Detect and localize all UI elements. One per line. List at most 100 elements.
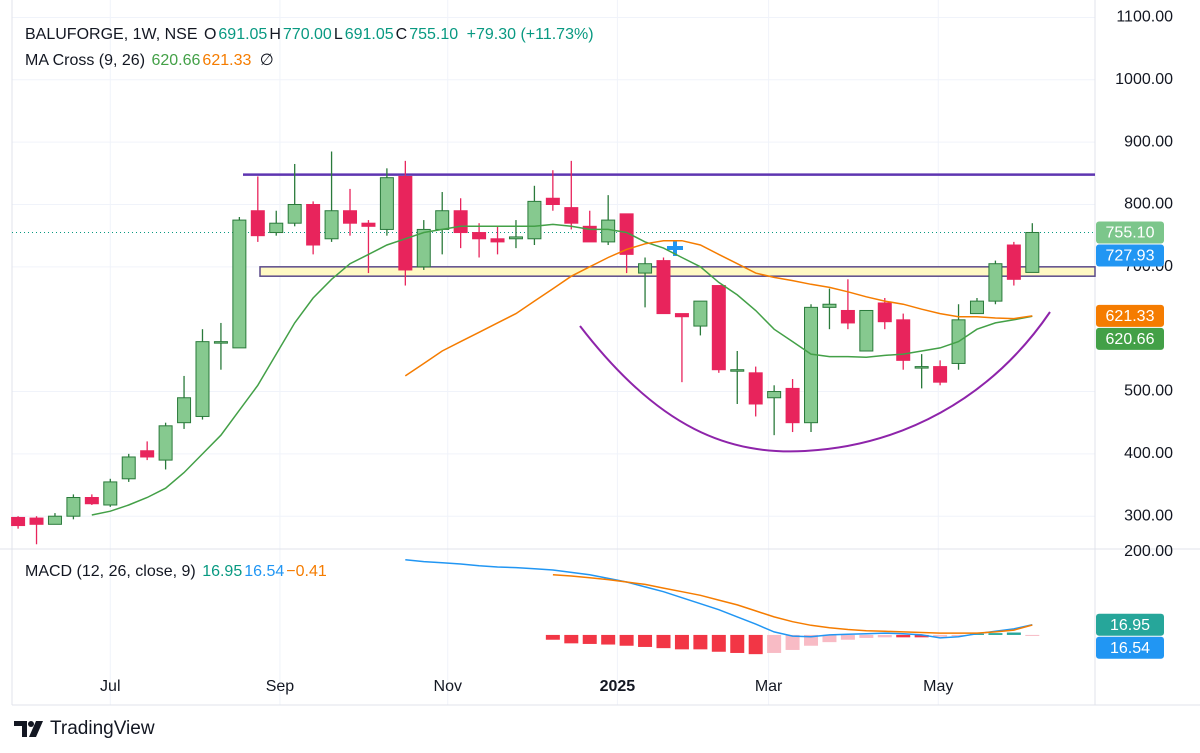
histogram-bar (693, 634, 708, 650)
y-tick-label: 1000.00 (1115, 71, 1173, 88)
candle-body (343, 210, 358, 224)
histogram-bar (711, 634, 726, 652)
candle-body (619, 213, 634, 255)
candle-body (250, 210, 265, 237)
price-box (1096, 221, 1164, 244)
candle-body (490, 238, 505, 243)
candle-body (804, 306, 819, 424)
x-tick-label: Jul (100, 678, 120, 695)
x-tick-label: 2025 (600, 678, 636, 695)
y-tick-label: 200.00 (1124, 543, 1173, 560)
ohlc-key: H (269, 26, 281, 43)
price-box-label: 620.66 (1106, 331, 1155, 348)
histogram-bar (1025, 634, 1040, 636)
macd-value: −0.41 (286, 563, 327, 580)
indicator-symbol: ∅ (259, 52, 274, 69)
candle-body (66, 497, 81, 517)
histogram-bar (1006, 632, 1021, 635)
candle-body (195, 341, 210, 417)
price-box (1096, 613, 1164, 636)
ma-legend: MA Cross (9, 26) 620.66 621.33 ∅ (25, 50, 276, 70)
candle-body (324, 210, 339, 240)
candle-body (933, 366, 948, 383)
x-tick-label: Mar (755, 678, 783, 695)
histogram-bar (859, 634, 874, 638)
y-tick-label: 900.00 (1124, 133, 1173, 150)
change: +79.30 (+11.73%) (466, 26, 594, 43)
candle-body (287, 203, 302, 224)
candle-body (232, 219, 247, 349)
candle-body (508, 236, 523, 240)
candle-body (435, 210, 450, 230)
ohlc-key: C (395, 26, 408, 43)
grid (12, 0, 1095, 705)
macd-value: 16.95 (202, 563, 243, 580)
histogram-bar (933, 634, 948, 637)
candle-body (969, 300, 984, 315)
price-box-label: 16.95 (1110, 617, 1150, 634)
candle-body (711, 285, 726, 371)
candle-body (877, 302, 892, 323)
histogram-bar (582, 634, 597, 644)
brand: TradingView (50, 718, 155, 739)
ohlc-value: 691.05 (218, 26, 268, 43)
candle-body (748, 372, 763, 405)
y-tick-label: 800.00 (1124, 196, 1173, 213)
candle-body (103, 481, 118, 506)
ma-value: 621.33 (202, 52, 252, 69)
candle-body (656, 260, 671, 315)
ma-line (404, 239, 1033, 377)
macd-line (405, 559, 1033, 639)
symbol: BALUFORGE, 1W, NSE (25, 26, 198, 43)
price-box-label: 16.54 (1110, 640, 1150, 657)
candle-body (453, 210, 468, 234)
histogram-bar (804, 634, 819, 646)
histogram-bar (877, 634, 892, 638)
candle-body (859, 309, 874, 352)
histogram-bar (914, 634, 929, 638)
macd-values: 16.95 16.54 −0.41 (202, 563, 329, 580)
ohlc-key: O (203, 26, 217, 43)
histogram-bar (785, 634, 800, 650)
candle-body (361, 222, 376, 227)
candle-body (29, 517, 44, 525)
cup-arc (579, 311, 1051, 453)
histogram-bar (564, 634, 579, 644)
logo (14, 721, 43, 737)
support-zone (259, 266, 1096, 277)
candle-body (527, 200, 542, 240)
price-box (1096, 244, 1164, 267)
candle-body (11, 516, 26, 527)
ma-values: 620.66 621.33 (151, 52, 253, 69)
candle-body (472, 232, 487, 240)
histogram-bar (656, 634, 671, 649)
histogram-bar (988, 633, 1003, 635)
candle-body (988, 263, 1003, 302)
macd-legend: MACD (12, 26, close, 9) 16.95 16.54 −0.41 (25, 563, 331, 581)
ma-value: 620.66 (151, 52, 201, 69)
ohlc-value: 770.00 (282, 26, 332, 43)
price-box (1096, 327, 1164, 350)
histogram-bar (619, 634, 634, 646)
candle-body (582, 225, 597, 243)
macd-value: 16.54 (244, 563, 285, 580)
candle-body (730, 369, 745, 372)
candle-body (269, 222, 284, 234)
histogram-bar (767, 634, 782, 653)
histogram-bar (896, 634, 911, 638)
candle-body (379, 177, 394, 230)
candle-body (767, 391, 782, 399)
candle-body (840, 309, 855, 324)
candle-body (896, 319, 911, 361)
ohlc-key: L (333, 26, 343, 43)
ma-line (91, 223, 1033, 516)
candle-body (140, 450, 155, 458)
candle-body (47, 515, 62, 525)
candle-body (545, 197, 560, 205)
candle-body (1006, 244, 1021, 280)
price-legend: BALUFORGE, 1W, NSE O 691.05 H 770.00 L 691.05… (25, 26, 596, 44)
candle-body (564, 207, 579, 224)
candle-body (914, 366, 929, 369)
